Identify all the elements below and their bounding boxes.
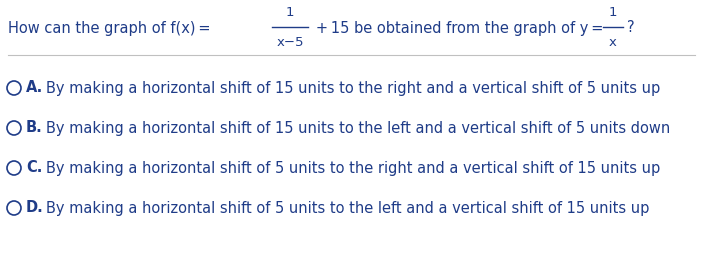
Text: C.: C. (26, 160, 42, 175)
Text: 1: 1 (609, 6, 617, 19)
Text: By making a horizontal shift of 5 units to the right and a vertical shift of 15 : By making a horizontal shift of 5 units … (46, 160, 660, 175)
Text: ?: ? (627, 21, 635, 36)
Text: By making a horizontal shift of 5 units to the left and a vertical shift of 15 u: By making a horizontal shift of 5 units … (46, 201, 650, 215)
Text: + 15 be obtained from the graph of y =: + 15 be obtained from the graph of y = (313, 21, 603, 36)
Text: By making a horizontal shift of 15 units to the left and a vertical shift of 5 u: By making a horizontal shift of 15 units… (46, 120, 670, 135)
Text: How can the graph of f(x) =: How can the graph of f(x) = (8, 21, 210, 36)
Text: B.: B. (26, 120, 43, 135)
Text: D.: D. (26, 201, 44, 215)
Text: 1: 1 (285, 6, 295, 19)
Text: x: x (609, 36, 617, 49)
Text: A.: A. (26, 80, 44, 96)
Text: By making a horizontal shift of 15 units to the right and a vertical shift of 5 : By making a horizontal shift of 15 units… (46, 80, 660, 96)
Text: x−5: x−5 (276, 36, 304, 49)
